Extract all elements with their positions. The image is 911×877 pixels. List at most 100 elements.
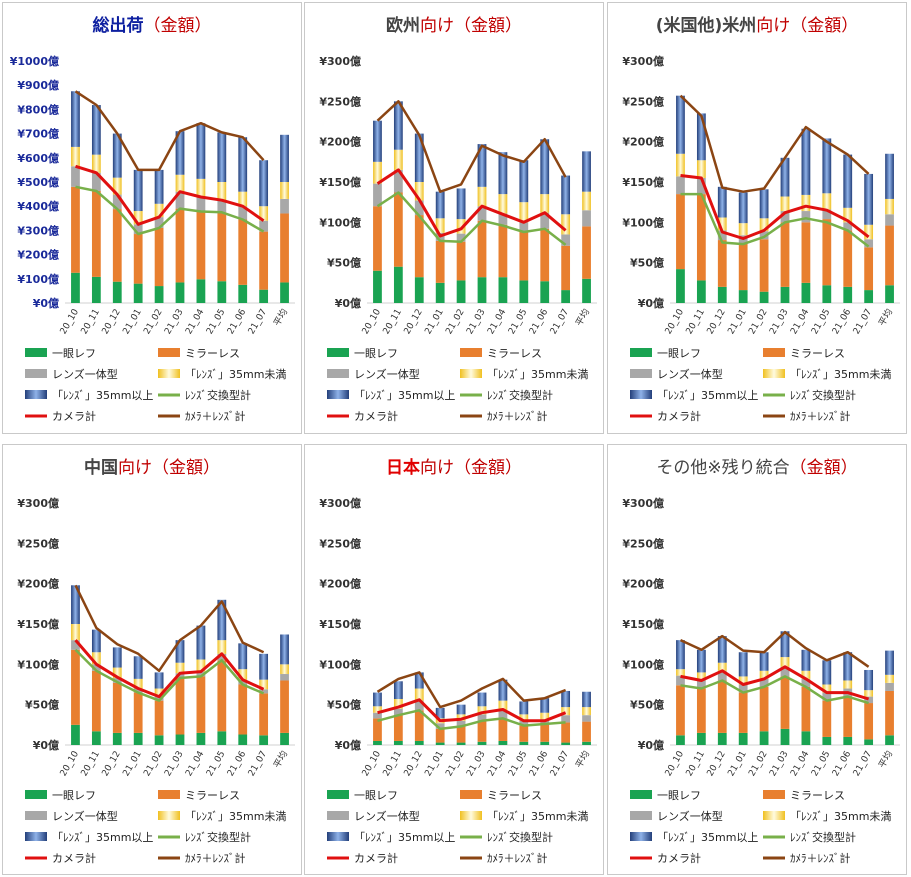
legend-swatch	[25, 348, 47, 357]
chart-title: 総出荷（金額）	[92, 16, 212, 36]
x-tick-label: 21_03	[465, 750, 487, 779]
bar-fixed-lens	[759, 678, 769, 687]
x-tick-label: 21_02	[444, 308, 466, 337]
bar-mirrorless	[717, 680, 727, 733]
bar-fixed-lens	[676, 176, 685, 195]
legend-label: レンズ一体型	[52, 367, 118, 381]
bar-lens-under-35mm	[393, 699, 403, 709]
bar-lens-under-35mm	[759, 218, 769, 232]
bar-lens-over-35mm	[112, 647, 122, 668]
y-tick-label: ¥150億	[622, 175, 664, 189]
legend-label: 「ﾚﾝｽﾞ」35mm以上	[657, 831, 758, 844]
bar-mirrorless	[759, 686, 769, 732]
bar-mirrorless	[393, 192, 403, 267]
bar-fixed-lens	[477, 714, 487, 721]
bar-lens-under-35mm	[280, 182, 289, 199]
bar-mirrorless	[582, 226, 591, 279]
bar-dslr	[393, 266, 403, 303]
bar-fixed-lens	[112, 194, 122, 210]
bar-fixed-lens	[456, 720, 466, 727]
bar-dslr	[373, 740, 382, 745]
bar-fixed-lens	[696, 177, 706, 195]
bar-fixed-lens	[498, 710, 508, 719]
line-camera-lens-total	[74, 584, 265, 673]
bar-lens-under-35mm	[414, 688, 424, 701]
chart-svg: ¥0億¥50億¥100億¥150億¥200億¥250億¥300億20_1020_…	[622, 496, 900, 865]
legend-swatch	[327, 369, 349, 378]
bar-mirrorless	[175, 678, 185, 735]
bar-dslr	[435, 282, 445, 303]
legend-label: 「ﾚﾝｽﾞ」35mm以上	[354, 831, 455, 844]
bar-fixed-lens	[864, 239, 874, 248]
bar-dslr	[561, 742, 571, 745]
bar-lens-over-35mm	[582, 151, 591, 192]
y-tick-label: ¥50億	[25, 698, 59, 712]
x-tick-label: 21_03	[163, 308, 185, 337]
bar-lens-under-35mm	[373, 161, 382, 184]
bar-mirrorless	[133, 234, 143, 284]
bar-mirrorless	[540, 724, 550, 742]
bar-lens-over-35mm	[864, 669, 874, 691]
x-tick-label: 21_02	[142, 308, 164, 337]
bar-dslr	[885, 735, 894, 745]
x-tick-label: 20_12	[706, 308, 728, 337]
bar-lens-under-35mm	[780, 657, 790, 667]
x-tick-label: 21_05	[205, 308, 227, 337]
bar-lens-over-35mm	[717, 636, 727, 663]
bar-lens-under-35mm	[519, 202, 529, 223]
bar-fixed-lens	[238, 206, 248, 220]
legend-swatch	[25, 790, 47, 799]
bar-fixed-lens	[196, 197, 206, 212]
chart-panel-europe: 欧州向け（金額） ¥0億 ¥50億 ¥100億 ¥150億 ¥200億 ¥250億 ¥300…	[304, 2, 604, 434]
y-tick-label: ¥300億	[319, 496, 361, 510]
bar-fixed-lens	[519, 720, 529, 726]
bar-mirrorless	[676, 685, 685, 736]
x-tick-label: 21_04	[184, 307, 206, 336]
bar-fixed-lens	[582, 210, 591, 227]
legend-swatch	[25, 832, 47, 841]
bar-lens-under-35mm	[91, 154, 101, 173]
bar-fixed-lens	[175, 191, 185, 209]
bar-fixed-lens	[154, 217, 164, 228]
bar-fixed-lens	[435, 723, 445, 729]
bar-lens-over-35mm	[175, 640, 185, 663]
bar-lens-under-35mm	[822, 193, 832, 210]
bar-dslr	[759, 731, 769, 745]
bar-lens-over-35mm	[676, 95, 685, 154]
x-tick-label: 21_05	[810, 750, 832, 779]
bar-mirrorless	[738, 243, 748, 291]
legend-label: ミラーレス	[790, 789, 845, 802]
bar-dslr	[582, 741, 591, 745]
legend-label: 一眼レフ	[52, 347, 96, 360]
x-tick-label: 21_06	[831, 749, 853, 778]
legend-swatch	[158, 811, 180, 820]
y-tick-label: ¥100億	[622, 215, 664, 229]
bar-mirrorless	[477, 220, 487, 278]
line-camera-total	[680, 174, 870, 240]
legend-label: 「ﾚﾝｽﾞ」35mm以上	[52, 389, 153, 402]
bar-dslr	[864, 739, 874, 745]
legend-label: 「ﾚﾝｽﾞ」35mm未満	[487, 368, 588, 381]
x-tick-label: 21_05	[507, 308, 529, 337]
bar-mirrorless	[864, 247, 874, 291]
bar-lens-over-35mm	[280, 134, 289, 182]
line-interchangeable-total	[376, 191, 567, 246]
bar-lens-under-35mm	[477, 706, 487, 715]
line-camera-total	[377, 698, 567, 723]
bar-lens-under-35mm	[456, 714, 466, 721]
y-tick-label: ¥200億	[622, 135, 664, 149]
line-camera-lens-total	[679, 94, 870, 193]
chart-svg: ¥0億 ¥100億 ¥200億 ¥300億 ¥400億 ¥500億 ¥600億 ¥700億 ¥8…	[10, 54, 295, 423]
bar-fixed-lens	[259, 689, 269, 694]
bar-dslr	[154, 735, 164, 745]
bar-mirrorless	[801, 686, 811, 732]
bar-mirrorless	[498, 224, 508, 278]
x-tick-label: 21_06	[528, 307, 550, 336]
y-tick-label: ¥0億	[638, 738, 664, 752]
x-tick-label: 20_11	[382, 308, 404, 337]
legend-label: 「ﾚﾝｽﾞ」35mm以上	[52, 831, 153, 844]
x-tick-label: 20_12	[403, 750, 425, 779]
bar-dslr	[112, 281, 122, 303]
bar-mirrorless	[238, 684, 248, 735]
x-tick-label: 21_02	[747, 750, 769, 779]
